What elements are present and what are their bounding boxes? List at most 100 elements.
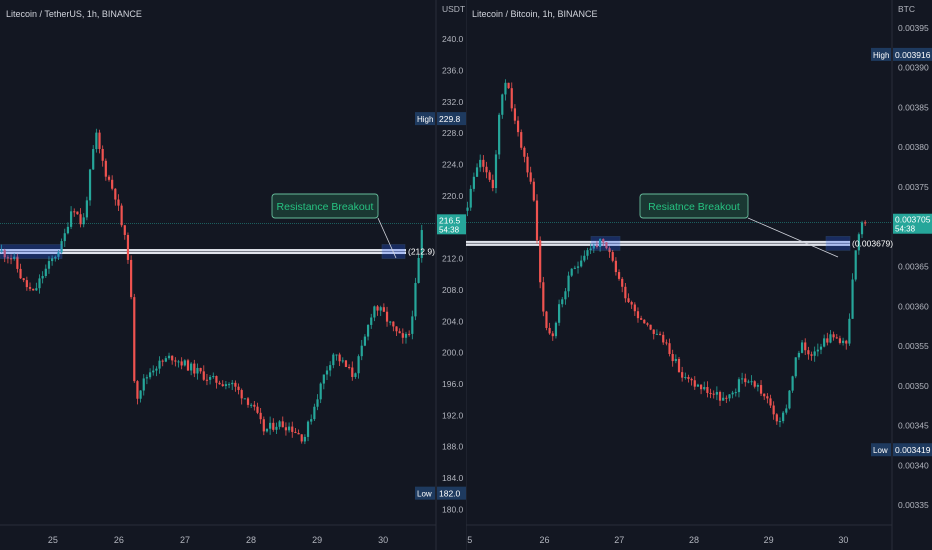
- low-value-box: [437, 486, 466, 500]
- candle-body: [744, 378, 747, 383]
- candle-body: [652, 329, 655, 334]
- candle-body: [841, 340, 845, 343]
- candle-body: [753, 381, 756, 387]
- candle-body: [22, 278, 25, 281]
- candle-body: [794, 357, 797, 377]
- y-tick-label: 0.00390: [898, 63, 929, 73]
- candle-body: [13, 256, 16, 259]
- annotation-text: Resistance Breakout: [277, 201, 374, 213]
- candle-body: [605, 242, 608, 249]
- y-tick-label: 0.00360: [898, 301, 929, 311]
- y-tick-label: 196.0: [442, 379, 464, 389]
- candle-body: [523, 147, 526, 157]
- candle-body: [92, 149, 95, 170]
- candle-body: [778, 421, 782, 423]
- high-value-box: [437, 112, 466, 126]
- candle-body: [539, 240, 542, 283]
- candle-body: [32, 288, 35, 291]
- candle-body: [145, 377, 149, 379]
- candle-body: [250, 404, 253, 406]
- candle-body: [826, 338, 829, 343]
- candle-body: [38, 278, 41, 289]
- candle-body: [354, 373, 357, 377]
- candle-body: [322, 374, 325, 384]
- candle-body: [668, 343, 671, 355]
- candle-body: [677, 358, 681, 373]
- candle-body: [395, 326, 398, 332]
- candle-body: [800, 342, 804, 353]
- ltc-usdt-chart-panel[interactable]: 180.0 184.0 188.0 192.0 196.0 200.0 204.0 208.0…: [0, 0, 466, 550]
- candle-body: [120, 205, 123, 226]
- candle-body: [819, 346, 823, 350]
- y-tick-label: 192.0: [442, 410, 464, 420]
- ltc-btc-chart-panel[interactable]: 0.00335 0.00340 0.00345 0.00350 0.00355 0.003…: [466, 0, 932, 550]
- candle-body: [136, 381, 139, 399]
- candle-body: [662, 334, 665, 343]
- y-tick-label: 212.0: [442, 254, 464, 264]
- candle-body: [155, 368, 158, 371]
- candle-body: [41, 276, 44, 279]
- breakout-zone-box: [590, 236, 621, 251]
- candle-body: [545, 311, 548, 328]
- candle-body: [627, 298, 630, 303]
- candle-body: [325, 370, 329, 375]
- candle-body: [472, 176, 475, 189]
- candle-body: [703, 387, 706, 390]
- low-tag: [871, 443, 891, 457]
- candle-body: [772, 405, 775, 415]
- candle-body: [561, 299, 564, 305]
- candle-body: [718, 392, 722, 401]
- candle-body: [804, 342, 807, 351]
- candle-body: [231, 382, 234, 385]
- candle-body: [117, 199, 120, 206]
- candle-body: [684, 377, 687, 379]
- candle-body: [854, 250, 857, 280]
- candle-body: [329, 365, 332, 371]
- annotation-pointer: [747, 217, 839, 258]
- candle-body: [107, 176, 111, 180]
- candle-body: [262, 419, 265, 432]
- candle-body: [475, 167, 479, 177]
- candle-body: [291, 426, 294, 432]
- low-value-box: [893, 443, 932, 457]
- candle-body: [504, 82, 507, 95]
- candle-body: [769, 398, 772, 406]
- candle-body: [785, 408, 788, 413]
- annotation-text: Resiatnce Breakout: [648, 201, 740, 213]
- candle-body: [417, 257, 420, 283]
- candle-body: [728, 394, 731, 399]
- candle-body: [548, 327, 551, 334]
- annotation-callout-box: [639, 193, 749, 219]
- candle-body: [243, 398, 246, 400]
- candle-body: [319, 383, 322, 400]
- candle-body: [51, 258, 54, 262]
- candle-body: [63, 233, 66, 242]
- candle-body: [389, 321, 392, 323]
- candle-body: [687, 377, 690, 379]
- candle-body: [9, 258, 13, 260]
- candle-body: [857, 234, 860, 251]
- x-tick-label: 28: [689, 535, 699, 545]
- candle-body: [164, 358, 167, 362]
- candle-body: [167, 355, 171, 359]
- last-price-value: 0.003705: [895, 215, 931, 225]
- candle-countdown: 54:38: [439, 225, 460, 234]
- candle-body: [491, 179, 494, 189]
- candle-body: [392, 321, 395, 327]
- candle-body: [696, 384, 700, 387]
- candle-body: [366, 324, 370, 337]
- candle-body: [816, 349, 819, 352]
- candle-body: [376, 306, 379, 311]
- candle-body: [573, 267, 576, 269]
- candle-body: [532, 181, 535, 201]
- candle-body: [589, 248, 592, 251]
- candle-body: [148, 372, 152, 378]
- candle-body: [47, 261, 51, 269]
- candle-body: [278, 421, 281, 427]
- candle-body: [551, 333, 554, 337]
- candle-body: [408, 333, 411, 335]
- y-tick-label: 0.00365: [898, 261, 929, 271]
- candle-body: [193, 363, 196, 374]
- candle-body: [202, 371, 205, 380]
- high-tag: [415, 112, 435, 126]
